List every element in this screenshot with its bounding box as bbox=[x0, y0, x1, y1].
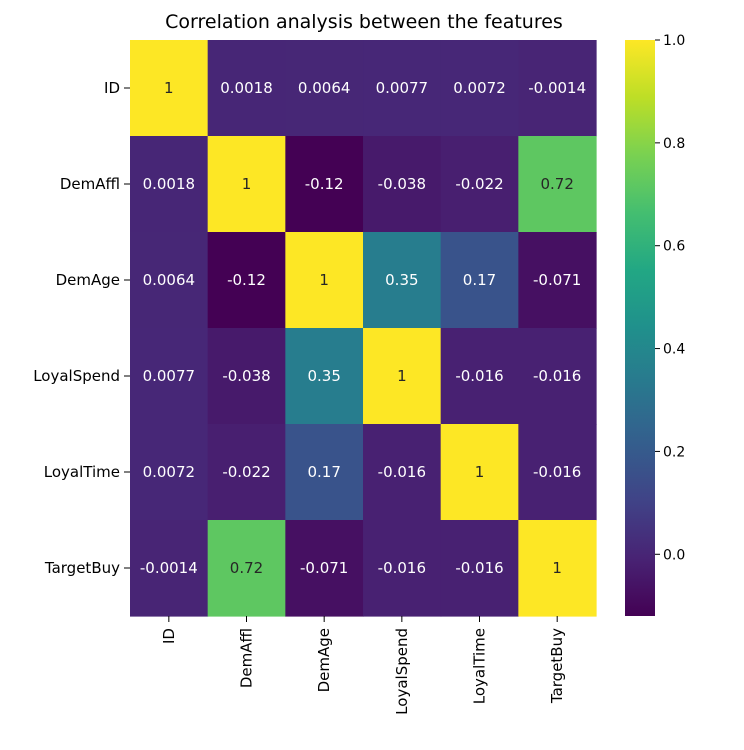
cell-label-TargetBuy-TargetBuy: 1 bbox=[552, 559, 562, 577]
colorbar-tick-label: 1.0 bbox=[663, 33, 685, 49]
colorbar-tick-label: 0.6 bbox=[663, 239, 685, 255]
y-tick-label-LoyalSpend: LoyalSpend bbox=[33, 367, 120, 385]
heatmap-cell-ID-DemAge bbox=[285, 40, 364, 137]
heatmap-cell-TargetBuy-DemAffl bbox=[207, 520, 286, 617]
heatmap-cell-DemAge-TargetBuy bbox=[518, 232, 597, 329]
cell-label-TargetBuy-ID: -0.0014 bbox=[140, 559, 198, 577]
heatmap-cell-LoyalSpend-LoyalSpend bbox=[363, 328, 442, 425]
cell-label-ID-LoyalSpend: 0.0077 bbox=[376, 79, 429, 97]
heatmap-cells: 1 0.0018 0.0064 0.0077 0.0072 -0.0014 0.0018 1 -… bbox=[130, 40, 597, 617]
heatmap-cell-LoyalTime-LoyalTime bbox=[440, 424, 519, 521]
heatmap-cell-DemAge-LoyalTime bbox=[440, 232, 519, 329]
cell-label-LoyalTime-LoyalTime: 1 bbox=[475, 463, 485, 481]
colorbar-tick-label: 0.2 bbox=[663, 444, 685, 460]
cell-label-LoyalSpend-DemAge: 0.35 bbox=[307, 367, 340, 385]
cell-label-ID-DemAffl: 0.0018 bbox=[220, 79, 273, 97]
heatmap-cell-TargetBuy-LoyalTime bbox=[440, 520, 519, 617]
y-tick-label-ID: ID bbox=[104, 79, 120, 97]
heatmap-cell-LoyalTime-DemAffl bbox=[207, 424, 286, 521]
heatmap-cell-DemAge-ID bbox=[130, 232, 209, 329]
cell-label-TargetBuy-DemAffl: 0.72 bbox=[230, 559, 263, 577]
heatmap-cell-DemAffl-ID bbox=[130, 136, 209, 233]
heatmap-cell-DemAge-DemAge bbox=[285, 232, 364, 329]
y-tick-label-DemAge: DemAge bbox=[56, 271, 120, 289]
chart-title: Correlation analysis between the feature… bbox=[165, 11, 563, 33]
x-tick-label-DemAge: DemAge bbox=[315, 628, 333, 692]
cell-label-DemAge-TargetBuy: -0.071 bbox=[533, 271, 581, 289]
cell-label-LoyalSpend-LoyalTime: -0.016 bbox=[455, 367, 503, 385]
heatmap-cell-TargetBuy-LoyalSpend bbox=[363, 520, 442, 617]
heatmap-cell-TargetBuy-DemAge bbox=[285, 520, 364, 617]
heatmap-cell-TargetBuy-ID bbox=[130, 520, 209, 617]
cell-label-TargetBuy-LoyalSpend: -0.016 bbox=[378, 559, 426, 577]
heatmap-cell-LoyalTime-ID bbox=[130, 424, 209, 521]
heatmap-cell-DemAffl-LoyalSpend bbox=[363, 136, 442, 233]
cell-label-DemAffl-TargetBuy: 0.72 bbox=[540, 175, 573, 193]
cell-label-DemAffl-DemAge: -0.12 bbox=[305, 175, 344, 193]
cell-label-ID-ID: 1 bbox=[164, 79, 174, 97]
cell-label-DemAge-LoyalTime: 0.17 bbox=[463, 271, 496, 289]
heatmap-cell-DemAffl-LoyalTime bbox=[440, 136, 519, 233]
colorbar bbox=[625, 40, 655, 616]
x-tick-label-TargetBuy: TargetBuy bbox=[548, 628, 566, 704]
heatmap-cell-LoyalSpend-TargetBuy bbox=[518, 328, 597, 425]
cell-label-DemAffl-ID: 0.0018 bbox=[143, 175, 196, 193]
heatmap-cell-LoyalSpend-LoyalTime bbox=[440, 328, 519, 425]
colorbar-tick-label: 0.4 bbox=[663, 342, 685, 358]
heatmap-cell-DemAge-LoyalSpend bbox=[363, 232, 442, 329]
x-tick-label-ID: ID bbox=[160, 628, 178, 644]
cell-label-LoyalSpend-ID: 0.0077 bbox=[143, 367, 196, 385]
cell-label-TargetBuy-DemAge: -0.071 bbox=[300, 559, 348, 577]
heatmap-cell-TargetBuy-TargetBuy bbox=[518, 520, 597, 617]
cell-label-LoyalTime-DemAge: 0.17 bbox=[307, 463, 340, 481]
heatmap-cell-DemAffl-TargetBuy bbox=[518, 136, 597, 233]
cell-label-TargetBuy-LoyalTime: -0.016 bbox=[455, 559, 503, 577]
heatmap-cell-ID-ID bbox=[130, 40, 209, 137]
heatmap-cell-ID-LoyalSpend bbox=[363, 40, 442, 137]
heatmap-cell-LoyalTime-TargetBuy bbox=[518, 424, 597, 521]
heatmap-cell-DemAffl-DemAffl bbox=[207, 136, 286, 233]
colorbar-tick-label: 0.8 bbox=[663, 136, 685, 152]
colorbar-ticks: 0.0 0.2 0.4 0.6 0.8 1.0 bbox=[655, 33, 685, 563]
cell-label-LoyalTime-DemAffl: -0.022 bbox=[222, 463, 270, 481]
heatmap-cell-ID-LoyalTime bbox=[440, 40, 519, 137]
heatmap-cell-LoyalSpend-ID bbox=[130, 328, 209, 425]
heatmap-cell-ID-DemAffl bbox=[207, 40, 286, 137]
cell-label-DemAge-DemAffl: -0.12 bbox=[227, 271, 266, 289]
heatmap-cell-LoyalSpend-DemAffl bbox=[207, 328, 286, 425]
cell-label-ID-LoyalTime: 0.0072 bbox=[453, 79, 506, 97]
y-axis-ticks: ID DemAffl DemAge LoyalSpend LoyalTime Target… bbox=[33, 79, 130, 577]
cell-label-LoyalSpend-LoyalSpend: 1 bbox=[397, 367, 407, 385]
x-axis-ticks: ID DemAffl DemAge LoyalSpend LoyalTime Target… bbox=[160, 616, 566, 715]
cell-label-LoyalTime-LoyalSpend: -0.016 bbox=[378, 463, 426, 481]
cell-label-LoyalSpend-DemAffl: -0.038 bbox=[222, 367, 270, 385]
x-tick-label-LoyalTime: LoyalTime bbox=[471, 628, 489, 704]
cell-label-DemAge-LoyalSpend: 0.35 bbox=[385, 271, 418, 289]
cell-label-LoyalSpend-TargetBuy: -0.016 bbox=[533, 367, 581, 385]
heatmap-cell-DemAffl-DemAge bbox=[285, 136, 364, 233]
y-tick-label-LoyalTime: LoyalTime bbox=[44, 463, 120, 481]
y-tick-label-TargetBuy: TargetBuy bbox=[44, 559, 120, 577]
heatmap-cell-LoyalTime-LoyalSpend bbox=[363, 424, 442, 521]
cell-label-DemAffl-DemAffl: 1 bbox=[242, 175, 252, 193]
cell-label-DemAge-DemAge: 1 bbox=[319, 271, 329, 289]
cell-label-ID-DemAge: 0.0064 bbox=[298, 79, 351, 97]
heatmap-cell-LoyalSpend-DemAge bbox=[285, 328, 364, 425]
cell-label-DemAffl-LoyalTime: -0.022 bbox=[455, 175, 503, 193]
heatmap-cell-ID-TargetBuy bbox=[518, 40, 597, 137]
cell-label-LoyalTime-ID: 0.0072 bbox=[143, 463, 196, 481]
cell-label-ID-TargetBuy: -0.0014 bbox=[528, 79, 586, 97]
x-tick-label-DemAffl: DemAffl bbox=[238, 628, 256, 688]
heatmap-cell-DemAge-DemAffl bbox=[207, 232, 286, 329]
heatmap-cell-LoyalTime-DemAge bbox=[285, 424, 364, 521]
cell-label-DemAge-ID: 0.0064 bbox=[143, 271, 196, 289]
cell-label-LoyalTime-TargetBuy: -0.016 bbox=[533, 463, 581, 481]
cell-label-DemAffl-LoyalSpend: -0.038 bbox=[378, 175, 426, 193]
colorbar-tick-label: 0.0 bbox=[663, 547, 685, 563]
y-tick-label-DemAffl: DemAffl bbox=[60, 175, 120, 193]
x-tick-label-LoyalSpend: LoyalSpend bbox=[393, 628, 411, 715]
